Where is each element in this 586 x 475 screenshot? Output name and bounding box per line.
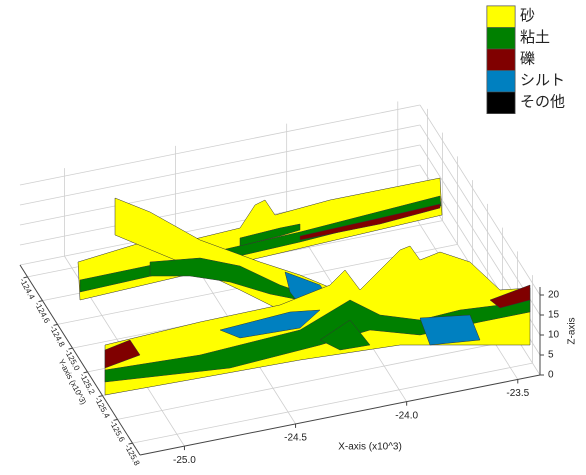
y-tick-label: -125.8 xyxy=(123,443,142,468)
y-tick-label: -124.4 xyxy=(18,277,37,302)
legend-label: 礫 xyxy=(520,51,535,68)
legend-swatch xyxy=(487,71,515,93)
y-tick-label: -124.8 xyxy=(48,324,67,349)
z-tick-label: 15 xyxy=(548,310,560,321)
fence-layer xyxy=(420,315,480,345)
x-tick-label: -24.5 xyxy=(284,433,307,444)
y-tick-label: -124.6 xyxy=(33,300,52,325)
grid-line xyxy=(20,125,420,205)
grid-line xyxy=(20,105,420,185)
legend-swatch xyxy=(487,92,515,114)
z-axis-title: Z-axis xyxy=(567,317,578,344)
x-axis-title: X-axis (x10^3) xyxy=(338,442,402,453)
legend-swatch xyxy=(487,6,515,28)
x-tick-label: -25.0 xyxy=(173,455,196,466)
chart: -25.0 -24.5 -24.0 -23.5 -124.4-124.6-124.8 -1… xyxy=(0,0,586,475)
x-tick-label: -24.0 xyxy=(395,410,418,421)
legend-label: 粘土 xyxy=(520,29,550,46)
legend-label: 砂 xyxy=(520,8,535,25)
z-tick-label: 5 xyxy=(548,350,554,361)
y-tick-label: -125.6 xyxy=(108,419,127,444)
legend-label: シルト xyxy=(520,72,565,89)
fence-panels xyxy=(78,178,530,395)
y-tick-label: -125.4 xyxy=(93,395,112,420)
z-tick-label: 0 xyxy=(548,370,554,381)
legend-swatch xyxy=(487,28,515,50)
legend-label: その他 xyxy=(520,94,565,111)
z-tick-label: 10 xyxy=(548,330,560,341)
legend-swatch xyxy=(487,49,515,71)
z-tick-label: 20 xyxy=(548,290,560,301)
x-tick-label: -23.5 xyxy=(506,388,529,399)
